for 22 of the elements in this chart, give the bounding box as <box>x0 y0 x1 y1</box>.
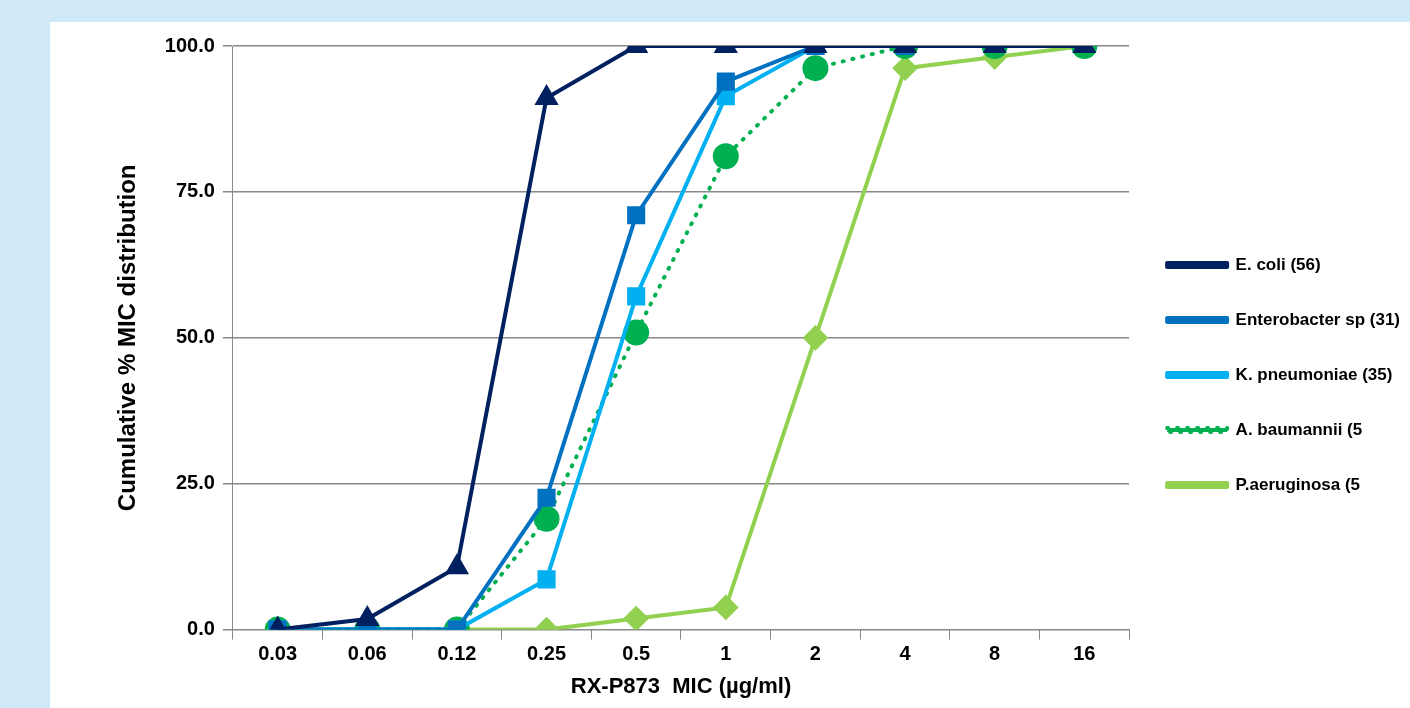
legend-label: Enterobacter sp (31) <box>1235 309 1401 329</box>
legend-label: E. coli (56) <box>1235 254 1321 274</box>
x-tick-label: 8 <box>989 642 1001 665</box>
x-tick-label: 1 <box>720 642 732 665</box>
legend-label: K. pneumoniae (35) <box>1235 364 1393 384</box>
y-tick-label: 50.0 <box>175 325 215 348</box>
x-tick-label: 2 <box>809 642 821 665</box>
x-tick-label: 16 <box>1073 642 1096 665</box>
legend-label: P.aeruginosa (5 <box>1235 474 1361 494</box>
y-tick-label: 0.0 <box>187 617 215 640</box>
x-axis-title: RX-P873 MIC (µg/ml) <box>570 672 792 698</box>
y-axis-title: Cumulative % MIC distribution <box>113 164 141 512</box>
y-tick-label: 25.0 <box>175 471 215 494</box>
legend-label: A. baumannii (5 <box>1235 419 1363 439</box>
x-tick-label: 0.25 <box>527 642 567 665</box>
x-tick-label: 4 <box>899 642 912 665</box>
y-tick-label: 100.0 <box>164 33 215 56</box>
x-tick-label: 0.03 <box>258 642 298 665</box>
x-tick-label: 0.5 <box>622 642 651 665</box>
x-tick-label: 0.06 <box>347 642 387 665</box>
y-tick-label: 75.0 <box>175 179 215 202</box>
x-tick-label: 0.12 <box>437 642 477 665</box>
